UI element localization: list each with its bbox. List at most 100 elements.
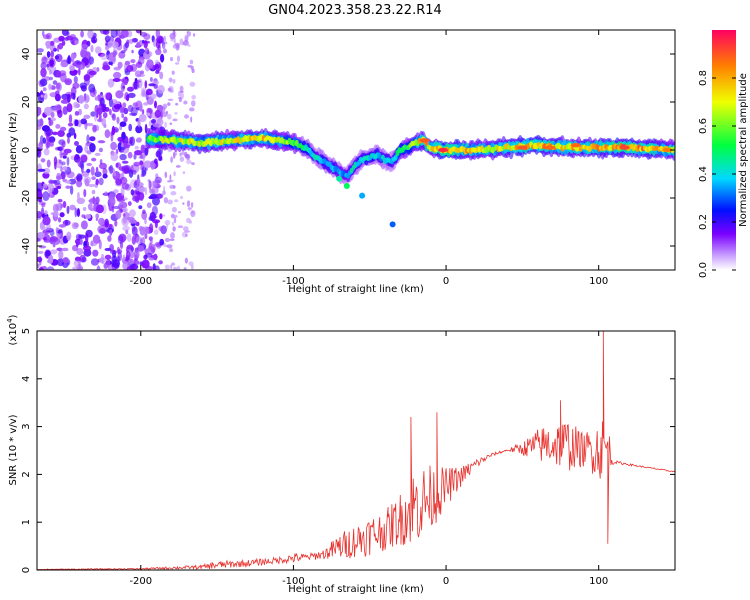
noise-blob bbox=[107, 78, 115, 88]
noise-blob bbox=[172, 79, 176, 84]
noise-blob bbox=[148, 257, 155, 261]
noise-blob bbox=[57, 130, 65, 137]
noise-blob bbox=[67, 122, 74, 127]
noise-blob bbox=[85, 214, 91, 219]
noise-blob bbox=[163, 185, 166, 193]
noise-blob bbox=[139, 191, 144, 202]
noise-blob bbox=[65, 185, 71, 189]
noise-blob bbox=[184, 34, 189, 42]
noise-blob bbox=[107, 235, 112, 242]
noise-blob bbox=[164, 121, 167, 128]
noise-blob bbox=[129, 112, 138, 116]
noise-blob bbox=[130, 189, 135, 196]
noise-blob bbox=[132, 102, 139, 107]
noise-blob bbox=[76, 241, 79, 248]
noise-blob bbox=[169, 122, 173, 125]
noise-blob bbox=[50, 50, 55, 58]
noise-blob bbox=[69, 185, 74, 195]
noise-blob bbox=[128, 38, 134, 44]
noise-blob bbox=[90, 44, 94, 53]
noise-blob bbox=[164, 264, 170, 270]
noise-blob bbox=[126, 64, 134, 73]
noise-blob bbox=[139, 261, 143, 266]
noise-blob bbox=[53, 210, 59, 218]
noise-blob bbox=[60, 99, 69, 104]
noise-blob bbox=[146, 202, 152, 209]
noise-blob bbox=[170, 191, 177, 196]
noise-blob bbox=[94, 152, 101, 156]
figure-title: GN04.2023.358.23.22.R14 bbox=[268, 3, 442, 18]
noise-blob bbox=[110, 30, 118, 38]
noise-blob bbox=[131, 49, 134, 54]
noise-blob bbox=[66, 231, 72, 241]
noise-blob bbox=[104, 191, 108, 197]
noise-blob bbox=[119, 176, 128, 185]
noise-blob bbox=[89, 143, 96, 153]
noise-blob bbox=[126, 244, 134, 250]
snr-panel: -200 -100 0 100 0 1 2 3 4 5 Height of straight l… bbox=[6, 314, 676, 595]
noise-blob bbox=[83, 189, 87, 198]
noise-blob bbox=[169, 179, 174, 182]
noise-blob bbox=[174, 42, 181, 47]
noise-blob bbox=[122, 254, 126, 261]
noise-blob bbox=[111, 41, 119, 49]
noise-blob bbox=[57, 109, 63, 119]
noise-blob bbox=[54, 93, 61, 102]
noise-blob bbox=[126, 266, 134, 270]
noise-blob bbox=[54, 183, 62, 188]
noise-blob bbox=[82, 245, 92, 251]
noise-blob bbox=[96, 107, 103, 115]
noise-blob bbox=[61, 161, 66, 166]
noise-blob bbox=[151, 119, 156, 124]
noise-blob bbox=[158, 226, 164, 232]
noise-blob bbox=[141, 109, 145, 115]
noise-blob bbox=[157, 84, 165, 94]
noise-blob bbox=[141, 211, 148, 220]
noise-blob bbox=[54, 104, 62, 111]
noise-blob bbox=[177, 225, 183, 228]
noise-blob bbox=[135, 30, 142, 34]
noise-blob bbox=[154, 109, 162, 118]
noise-blob bbox=[60, 166, 63, 173]
noise-blob bbox=[37, 250, 44, 254]
snr-y-ticks: 0 1 2 3 4 5 bbox=[21, 328, 675, 573]
noise-blob bbox=[43, 167, 51, 175]
noise-blob bbox=[166, 244, 173, 249]
noise-blob bbox=[144, 248, 148, 254]
noise-blob bbox=[191, 100, 196, 107]
ridge-blob bbox=[336, 175, 343, 182]
noise-blob bbox=[132, 81, 140, 90]
noise-blob bbox=[134, 145, 139, 150]
noise-blob bbox=[139, 160, 144, 166]
noise-blob bbox=[74, 111, 80, 116]
x-tick-label: 100 bbox=[589, 576, 608, 587]
noise-blob bbox=[54, 55, 60, 60]
noise-blob bbox=[74, 119, 79, 127]
noise-blob bbox=[70, 92, 76, 100]
noise-blob bbox=[130, 59, 136, 64]
noise-blob bbox=[86, 162, 93, 167]
y-tick-label: 3 bbox=[21, 423, 32, 429]
noise-blob bbox=[116, 246, 120, 255]
noise-blob bbox=[41, 56, 48, 65]
noise-blob bbox=[49, 44, 56, 51]
spectrogram-x-label: Height of straight line (km) bbox=[288, 284, 424, 295]
noise-blob bbox=[136, 42, 141, 48]
noise-blob bbox=[156, 193, 164, 200]
noise-blob bbox=[80, 44, 89, 49]
noise-blob bbox=[79, 160, 85, 169]
noise-blob bbox=[118, 51, 126, 59]
y-tick-label: -40 bbox=[21, 238, 32, 254]
noise-blob bbox=[119, 121, 127, 127]
x-tick-label: -100 bbox=[282, 576, 305, 587]
noise-blob bbox=[68, 127, 76, 136]
noise-blob bbox=[55, 227, 59, 233]
noise-blob bbox=[142, 152, 145, 162]
noise-blob bbox=[162, 103, 168, 110]
noise-blob bbox=[52, 80, 58, 85]
noise-blob bbox=[72, 266, 81, 270]
noise-blob bbox=[69, 204, 76, 211]
noise-blob bbox=[76, 208, 81, 217]
noise-blob bbox=[121, 131, 126, 140]
noise-blob bbox=[102, 112, 108, 119]
